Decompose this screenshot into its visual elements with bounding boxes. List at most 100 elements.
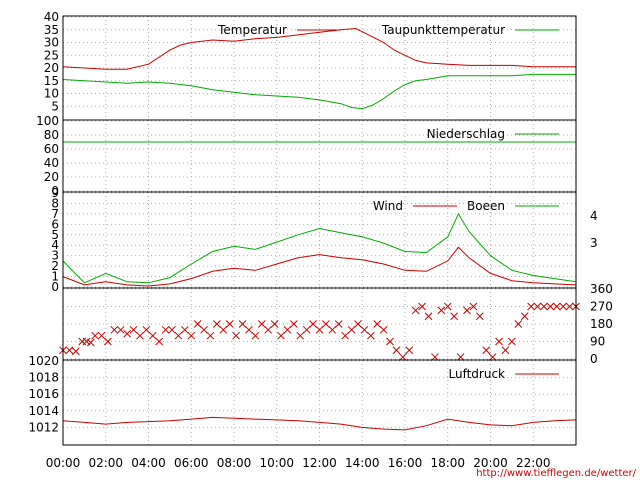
direction-marker	[86, 338, 95, 347]
direction-marker	[463, 306, 471, 315]
direction-marker	[110, 325, 119, 334]
series-line-taupunkttemperatur	[62, 73, 576, 110]
marker-stroke	[168, 325, 176, 334]
y-tick-label: 1018	[28, 371, 59, 385]
marker-stroke	[322, 320, 330, 328]
y2-tick-label: 3	[590, 236, 598, 250]
direction-marker	[168, 325, 176, 334]
y-tick-label: 7	[51, 207, 59, 221]
marker-stroke	[463, 306, 471, 315]
data-layer	[59, 27, 580, 431]
marker-stroke	[232, 331, 240, 340]
marker-stroke	[65, 346, 74, 355]
marker-stroke	[411, 306, 420, 315]
marker-stroke	[91, 331, 99, 340]
direction-marker	[257, 320, 266, 328]
marker-stroke	[71, 347, 80, 356]
legend-label: Wind	[373, 199, 403, 213]
marker-stroke	[86, 338, 95, 347]
direction-marker	[193, 320, 202, 328]
direction-marker	[148, 331, 157, 340]
marker-stroke	[392, 346, 401, 355]
y-tick-label: 15	[44, 74, 59, 88]
direction-marker	[399, 353, 407, 361]
x-tick-label: 22:00	[516, 456, 551, 470]
series-line-boeen	[62, 212, 577, 284]
direction-marker	[533, 302, 542, 311]
x-tick-label: 00:00	[46, 456, 81, 470]
y2-tick-label: 360	[590, 282, 613, 296]
marker-stroke	[264, 325, 273, 334]
marker-stroke	[533, 302, 542, 311]
y-tick-label: 1	[51, 270, 59, 284]
direction-marker	[123, 329, 131, 338]
marker-stroke	[302, 325, 311, 334]
direction-marker	[450, 312, 459, 321]
legend-label: Niederschlag	[427, 127, 505, 141]
direction-marker	[546, 302, 555, 311]
marker-stroke	[334, 320, 343, 328]
direction-marker	[296, 331, 305, 340]
marker-stroke	[482, 346, 491, 355]
marker-stroke	[405, 346, 414, 355]
marker-stroke	[245, 325, 253, 334]
direction-marker	[270, 320, 279, 328]
y-tick-label: 40	[44, 10, 59, 24]
y-tick-label: 1012	[28, 420, 59, 434]
marker-stroke	[123, 329, 131, 338]
direction-marker	[386, 337, 394, 346]
marker-stroke	[347, 325, 356, 334]
x-tick-label: 08:00	[217, 456, 252, 470]
marker-stroke	[309, 320, 317, 328]
marker-stroke	[116, 325, 125, 334]
y-tick-label: 20	[44, 61, 59, 75]
marker-stroke	[251, 331, 260, 340]
direction-marker	[392, 346, 401, 355]
y-tick-label: 5	[51, 99, 59, 113]
label-layer: 00:00 02:00 04:00 06:00 08:00 10:00 12:00 14:00…	[28, 10, 612, 470]
y2-tick-label: 4	[590, 209, 598, 223]
marker-stroke	[289, 320, 298, 328]
direction-marker	[187, 331, 196, 340]
marker-stroke	[219, 325, 228, 334]
marker-stroke	[238, 320, 247, 328]
marker-stroke	[270, 320, 279, 328]
marker-stroke	[373, 320, 382, 328]
direction-marker	[238, 320, 247, 328]
y-tick-label: 100	[36, 114, 59, 128]
x-tick-label: 20:00	[473, 456, 508, 470]
marker-stroke	[200, 325, 208, 334]
direction-marker	[322, 320, 330, 328]
x-tick-label: 02:00	[88, 456, 123, 470]
panel-frames	[62, 15, 577, 446]
series-line-wind	[62, 246, 577, 287]
direction-marker	[180, 325, 189, 334]
y-tick-label: 1014	[28, 404, 59, 418]
direction-marker	[219, 325, 228, 334]
legend-label: Luftdruck	[448, 367, 505, 381]
x-tick-label: 04:00	[131, 456, 166, 470]
marker-stroke	[366, 331, 375, 340]
direction-marker	[245, 325, 253, 334]
y-tick-label: 20	[44, 170, 59, 184]
y-tick-label: 60	[44, 142, 59, 156]
marker-stroke	[546, 302, 555, 311]
y-tick-label: 10	[44, 87, 59, 101]
direction-marker	[136, 331, 144, 340]
marker-stroke	[540, 302, 548, 311]
marker-stroke	[161, 325, 170, 334]
direction-marker	[174, 331, 183, 340]
marker-stroke	[552, 302, 561, 311]
marker-stroke	[559, 302, 568, 311]
marker-stroke	[129, 325, 138, 334]
direction-marker	[354, 320, 362, 328]
marker-stroke	[386, 337, 394, 346]
x-tick-label: 18:00	[430, 456, 465, 470]
direction-marker	[91, 331, 99, 340]
marker-stroke	[431, 353, 439, 361]
marker-stroke	[225, 320, 234, 328]
direction-marker	[283, 325, 292, 334]
marker-stroke	[213, 320, 221, 328]
marker-stroke	[148, 331, 157, 340]
direction-marker	[366, 331, 375, 340]
